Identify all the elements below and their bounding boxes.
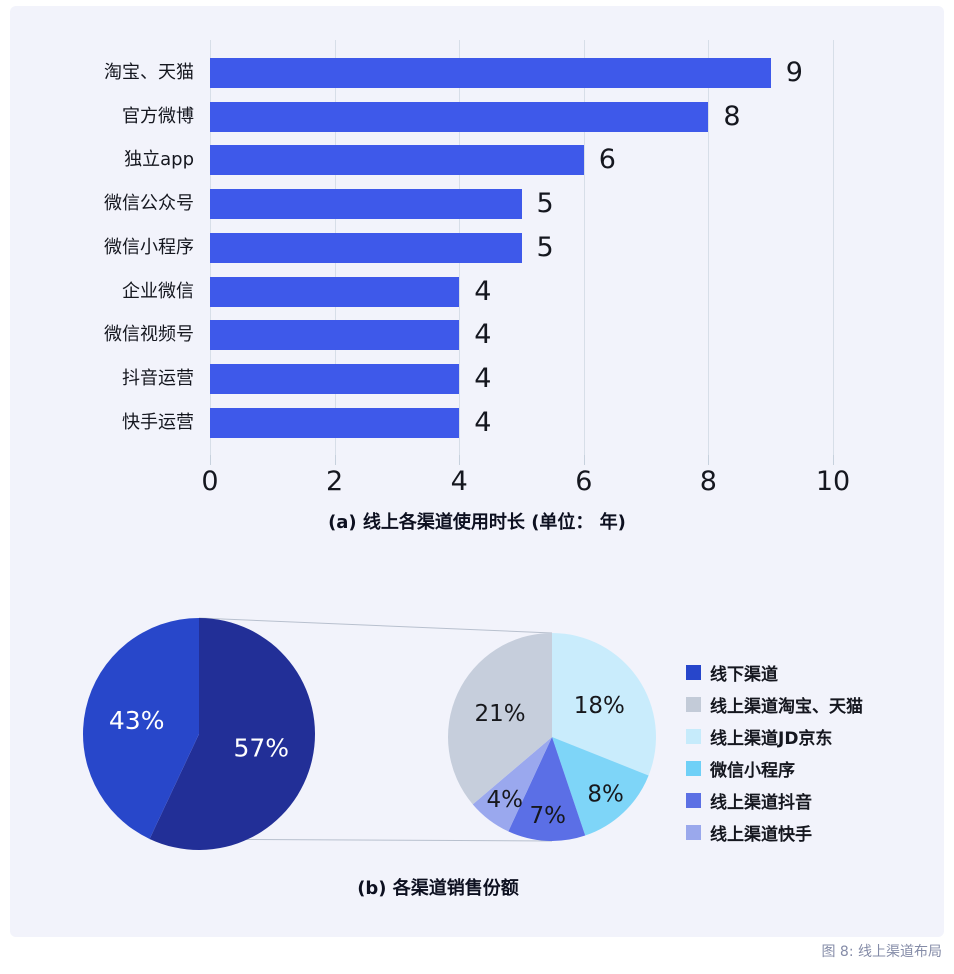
gridline [583, 40, 585, 455]
bar-value-label: 4 [474, 363, 492, 394]
bar-category-label: 企业微信 [122, 281, 194, 302]
axis-tick [833, 455, 834, 465]
bar-category-label: 官方微博 [122, 106, 194, 127]
x-tick-label: 0 [201, 466, 219, 497]
bar [210, 145, 584, 175]
gridline [708, 40, 710, 455]
bar [210, 320, 460, 350]
breakdown-pie-label: 7% [530, 803, 567, 829]
legend-swatch [686, 760, 701, 776]
bar-value-label: 4 [474, 276, 492, 307]
legend-swatch [686, 696, 701, 712]
x-tick-label: 10 [815, 466, 851, 497]
bar-category-label: 淘宝、天猫 [104, 62, 194, 83]
legend-swatch [686, 664, 701, 680]
legend-item: 线上渠道抖音 [686, 784, 863, 816]
breakdown-pie-slice [552, 633, 656, 776]
breakdown-pie-label: 18% [574, 693, 625, 719]
x-tick-label: 6 [575, 466, 593, 497]
legend-label: 线上渠道淘宝、天猫 [710, 696, 863, 717]
bar [210, 102, 709, 132]
legend-label: 线上渠道抖音 [710, 792, 812, 813]
breakdown-pie-slice [448, 633, 552, 805]
legend-item: 线上渠道JD京东 [686, 720, 863, 752]
axis-tick [334, 455, 336, 465]
legend-swatch [686, 824, 701, 840]
chart-card: 0 2 4 6 8 10 淘宝、天猫 9 官方微博 8 独立app 6 微信公众号 5 微信小程序 5 企业微信… [10, 6, 944, 937]
legend: 线下渠道线上渠道淘宝、天猫 线上渠道JD京东 微信小程序线上渠道抖音 线上渠道快手 [686, 656, 863, 848]
overview-pie-slice [149, 618, 316, 850]
bar-value-label: 4 [474, 319, 492, 350]
legend-label: 微信小程序 [710, 760, 795, 781]
bar-category-label: 微信视频号 [104, 324, 194, 345]
pie-charts: 57% 43% 18% 8% 7%4% 21% [83, 617, 656, 850]
overview-pie-slice [83, 618, 199, 839]
bar-value-label: 4 [474, 407, 492, 438]
pie-chart-caption: (b) 各渠道销售份额 [357, 878, 519, 899]
overview-pie-label: 43% [109, 706, 165, 735]
axis-tick [210, 455, 211, 465]
legend-label: 线上渠道JD京东 [710, 728, 833, 749]
bar-category-label: 微信小程序 [104, 237, 194, 258]
bar-value-label: 5 [536, 232, 554, 263]
bar-category-label: 独立app [124, 149, 194, 170]
x-tick-label: 2 [326, 466, 344, 497]
bar-value-label: 9 [785, 57, 803, 88]
breakdown-pie-slice [552, 737, 649, 836]
axis-tick [708, 455, 710, 465]
pie-connector-line [198, 617, 553, 634]
bar [210, 364, 460, 394]
figure-caption: 图 8: 线上渠道布局 [821, 944, 942, 960]
legend-swatch [686, 728, 701, 744]
bar [210, 233, 522, 263]
axis-tick [583, 455, 585, 465]
bar [210, 58, 771, 88]
x-tick-label: 8 [699, 466, 717, 497]
gridline [833, 40, 834, 455]
bar-value-label: 6 [598, 144, 616, 175]
bar-chart: 0 2 4 6 8 10 淘宝、天猫 9 官方微博 8 独立app 6 微信公众号 5 微信小程序 5 企业微信… [10, 6, 944, 551]
bar-value-label: 8 [723, 101, 741, 132]
bar-category-label: 快手运营 [122, 412, 194, 433]
legend-item: 微信小程序 [686, 752, 863, 784]
bar-value-label: 5 [536, 188, 554, 219]
bar [210, 189, 522, 219]
legend-swatch [686, 792, 701, 808]
breakdown-pie-label: 21% [475, 701, 526, 727]
legend-item: 线下渠道 [686, 656, 863, 688]
axis-tick [459, 455, 461, 465]
breakdown-pie-label: 4% [487, 787, 524, 813]
breakdown-pie-label: 8% [587, 782, 624, 808]
legend-item: 线上渠道淘宝、天猫 [686, 688, 863, 720]
legend-label: 线下渠道 [710, 664, 778, 685]
breakdown-pie-slice [472, 737, 552, 832]
legend-item: 线上渠道快手 [686, 816, 863, 848]
breakdown-pie-slice [508, 737, 586, 842]
bar-chart-caption: (a) 线上各渠道使用时长 (单位： 年) [328, 512, 626, 533]
bar [210, 277, 460, 307]
bar-category-label: 微信公众号 [104, 193, 194, 214]
legend-label: 线上渠道快手 [710, 824, 812, 845]
bar [210, 408, 460, 438]
overview-pie-label: 57% [234, 734, 290, 763]
bar-category-label: 抖音运营 [122, 368, 194, 389]
x-tick-label: 4 [450, 466, 468, 497]
